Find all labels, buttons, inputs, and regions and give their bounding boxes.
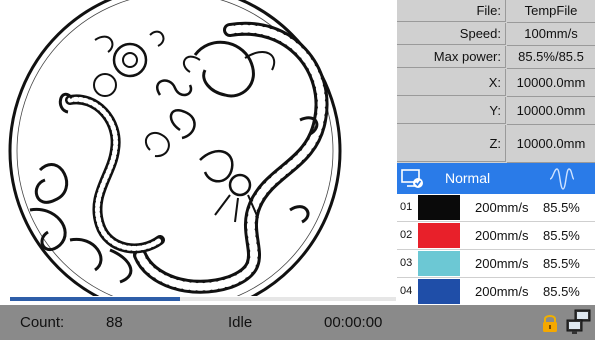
lock-icon[interactable]	[541, 313, 559, 333]
layer-number: 02	[400, 229, 413, 241]
z-label: Z:	[397, 125, 506, 162]
speed-row: Speed: 100mm/s	[397, 23, 595, 46]
x-value: 10000.0mm	[507, 69, 595, 97]
layer-row[interactable]: 02 200mm/s 85.5%	[397, 222, 595, 250]
machine-state: Idle	[228, 314, 253, 331]
layer-power: 85.5%	[543, 200, 580, 215]
layer-power: 85.5%	[543, 256, 580, 271]
maxpower-label: Max power:	[397, 46, 506, 68]
x-row: X: 10000.0mm	[397, 69, 595, 97]
layer-row[interactable]: 03 200mm/s 85.5%	[397, 250, 595, 278]
z-value: 10000.0mm	[507, 125, 595, 163]
status-bar: Count: 88 Idle 00:00:00	[0, 305, 595, 340]
y-row: Y: 10000.0mm	[397, 97, 595, 125]
layer-color-swatch	[418, 251, 460, 276]
speed-label: Speed:	[397, 23, 506, 45]
count-value: 88	[106, 314, 123, 331]
elapsed-time: 00:00:00	[324, 314, 383, 331]
y-label: Y:	[397, 97, 506, 124]
layer-number: 01	[400, 201, 413, 213]
file-label: File:	[397, 0, 506, 22]
layer-number: 03	[400, 257, 413, 269]
y-value: 10000.0mm	[507, 97, 595, 125]
layer-number: 04	[400, 285, 413, 297]
file-value: TempFile	[507, 0, 595, 23]
network-icon[interactable]	[566, 309, 592, 335]
speed-value: 100mm/s	[507, 23, 595, 46]
layer-speed: 200mm/s	[475, 228, 529, 243]
waveform-icon	[549, 168, 575, 190]
monitor-check-icon	[401, 169, 423, 188]
design-preview	[8, 0, 342, 296]
layer-speed: 200mm/s	[475, 284, 529, 299]
layer-color-swatch	[418, 223, 460, 248]
layer-row[interactable]: 01 200mm/s 85.5%	[397, 194, 595, 222]
maxpower-value: 85.5%/85.5	[507, 46, 595, 69]
progress-fill	[10, 297, 180, 301]
maxpower-row: Max power: 85.5%/85.5	[397, 46, 595, 69]
mode-selector[interactable]: Normal	[397, 163, 595, 194]
dragon-phoenix-artwork	[8, 0, 342, 296]
layer-speed: 200mm/s	[475, 200, 529, 215]
info-panel: File: TempFile Speed: 100mm/s Max power:…	[397, 0, 595, 306]
mode-label: Normal	[445, 170, 491, 186]
file-row: File: TempFile	[397, 0, 595, 23]
layer-speed: 200mm/s	[475, 256, 529, 271]
layer-row[interactable]: 04 200mm/s 85.5%	[397, 278, 595, 306]
count-label: Count:	[20, 314, 65, 331]
x-label: X:	[397, 69, 506, 96]
layer-power: 85.5%	[543, 284, 580, 299]
layer-color-swatch	[418, 195, 460, 220]
layer-color-swatch	[418, 279, 460, 304]
layer-power: 85.5%	[543, 228, 580, 243]
progress-bar	[10, 297, 396, 301]
z-row: Z: 10000.0mm	[397, 125, 595, 163]
